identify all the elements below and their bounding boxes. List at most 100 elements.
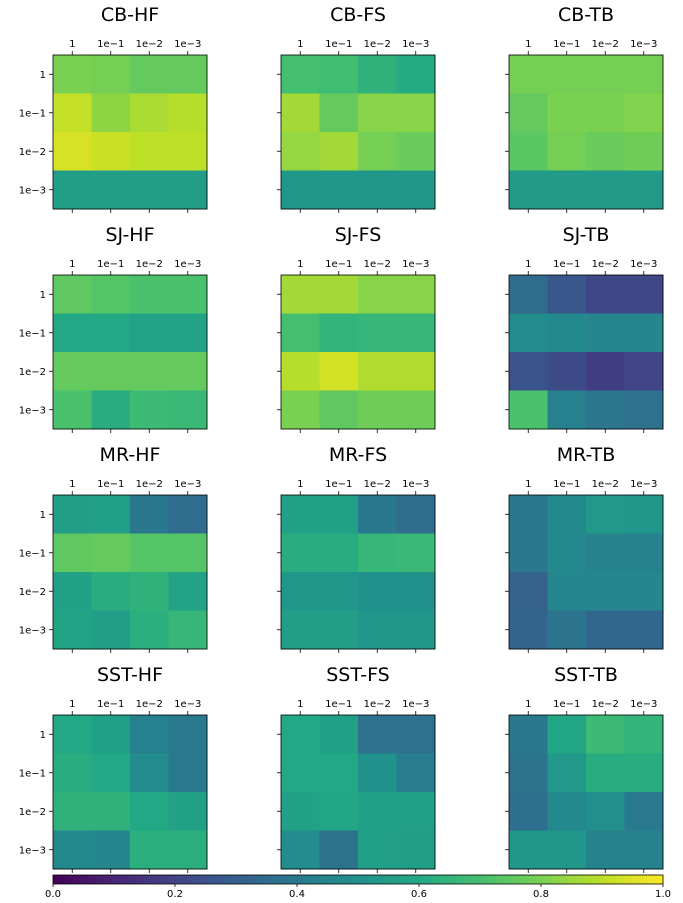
heatmap-cell (281, 753, 320, 793)
heatmap-panel-cb-fs: CB-FS 1 1e−1 1e−2 1e−3 (277, 4, 436, 213)
heatmap-cell (509, 93, 548, 133)
heatmap-cell (547, 495, 587, 534)
heatmap-cell (547, 715, 587, 754)
y-tick-label: 1 (40, 290, 46, 301)
heatmap-cell (168, 313, 208, 353)
heatmap-cell (130, 390, 169, 430)
heatmap-cell (168, 533, 208, 573)
heatmap-cell (319, 170, 359, 210)
heatmap-cell (281, 715, 320, 754)
heatmap-cell (396, 572, 436, 611)
colorbar-tick-label: 0.6 (411, 889, 427, 900)
heatmap-cell (624, 170, 664, 210)
heatmap-cell (586, 55, 625, 94)
heatmap-frame (52, 494, 208, 650)
heatmap-cell (509, 390, 548, 430)
heatmap-cell (547, 390, 587, 430)
heatmap-cell (586, 533, 625, 573)
heatmap-cell (319, 572, 359, 611)
heatmap-cell (586, 352, 625, 391)
heatmap-cell (547, 55, 587, 94)
x-tick-label: 1e−1 (325, 39, 352, 50)
heatmap-frame (508, 494, 664, 650)
heatmap-frame (280, 714, 436, 870)
heatmap-cell (91, 533, 131, 573)
x-tick-label: 1e−1 (97, 699, 124, 710)
x-tick-label: 1e−3 (402, 479, 429, 490)
colorbar-fill (53, 875, 663, 884)
x-tick-label: 1e−3 (174, 259, 201, 270)
heatmap-cell (53, 275, 92, 314)
heatmap-cell (319, 830, 359, 870)
x-tick-label: 1 (69, 39, 75, 50)
heatmap-frame (280, 54, 436, 210)
panel-title: CB-FS (330, 4, 386, 26)
heatmap-cell (319, 495, 359, 534)
heatmap-cell (586, 715, 625, 754)
heatmap-cell (168, 830, 208, 870)
heatmap-cell (547, 352, 587, 391)
heatmap-cell (281, 533, 320, 573)
heatmap-cell (624, 55, 664, 94)
heatmap-cell (358, 55, 397, 94)
x-tick-label: 1e−1 (553, 259, 580, 270)
heatmap-cell (91, 715, 131, 754)
x-tick-label: 1e−1 (97, 479, 124, 490)
heatmap-cell (168, 610, 208, 650)
heatmap-cell (624, 352, 664, 391)
heatmap-cell (586, 170, 625, 210)
heatmap-cell (396, 792, 436, 831)
panel-title: SST-TB (554, 664, 618, 686)
heatmap-cell (168, 55, 208, 94)
heatmap-panel-mr-hf: MR-HF 1 1e−1 1e−2 1e−3 1 1e−1 1e−2 1e−3 (19, 444, 208, 653)
heatmap-cell (91, 275, 131, 314)
colorbar-frame (52, 874, 664, 885)
heatmap-cell (624, 533, 664, 573)
heatmap-cell (319, 275, 359, 314)
heatmap-cell (168, 93, 208, 133)
heatmap-cell (130, 93, 169, 133)
heatmap-cell (168, 352, 208, 391)
heatmap-frame (508, 714, 664, 870)
heatmap-cell (130, 753, 169, 793)
heatmap-cell (281, 792, 320, 831)
heatmap-frame (52, 54, 208, 210)
heatmap-cell (358, 352, 397, 391)
x-tick-label: 1 (525, 39, 531, 50)
heatmap-panel-sst-hf: SST-HF 1 1e−1 1e−2 1e−3 1 1e−1 1e−2 1e−3 (19, 664, 208, 873)
heatmap-cell (624, 610, 664, 650)
y-tick-label: 1 (40, 510, 46, 521)
x-tick-label: 1e−3 (174, 479, 201, 490)
heatmap-cell (586, 132, 625, 171)
y-tick-label: 1e−3 (19, 185, 46, 196)
x-tick-label: 1 (525, 699, 531, 710)
heatmap-cell (396, 390, 436, 430)
heatmap-cell (586, 753, 625, 793)
heatmap-cell (130, 495, 169, 534)
heatmap-cell (624, 792, 664, 831)
heatmap-cell (358, 495, 397, 534)
x-tick-label: 1e−3 (402, 699, 429, 710)
heatmap-cell (396, 93, 436, 133)
x-tick-label: 1e−1 (553, 479, 580, 490)
heatmap-cell (281, 132, 320, 171)
x-tick-label: 1e−3 (630, 479, 657, 490)
heatmap-cell (168, 715, 208, 754)
heatmap-panel-mr-tb: MR-TB 1 1e−1 1e−2 1e−3 (505, 444, 664, 653)
panel-title: MR-HF (100, 444, 161, 466)
heatmap-cell (586, 610, 625, 650)
y-tick-label: 1e−2 (19, 367, 46, 378)
heatmap-cell (509, 753, 548, 793)
colorbar-tick-label: 0.2 (167, 889, 183, 900)
x-tick-label: 1e−3 (402, 259, 429, 270)
heatmap-cell (53, 132, 92, 171)
x-tick-label: 1e−3 (402, 39, 429, 50)
y-tick-label: 1 (40, 730, 46, 741)
heatmap-cell (281, 275, 320, 314)
heatmap-cell (91, 55, 131, 94)
heatmap-cell (281, 390, 320, 430)
heatmap-cell (281, 93, 320, 133)
heatmap-cell (53, 830, 92, 870)
heatmap-cell (130, 533, 169, 573)
